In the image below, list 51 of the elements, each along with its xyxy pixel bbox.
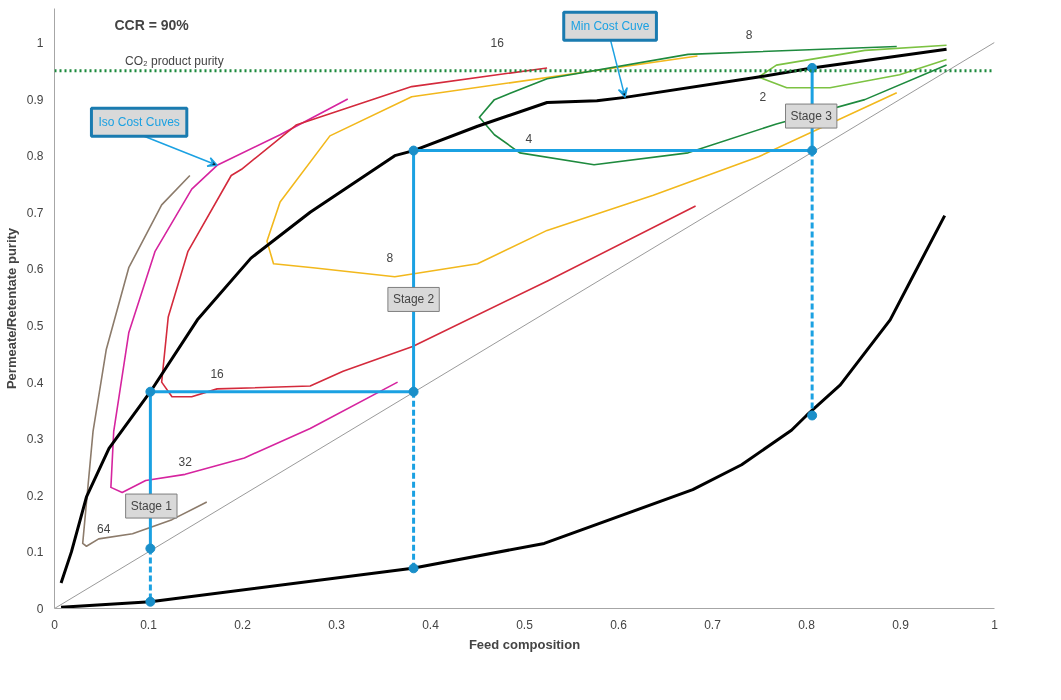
- point: [807, 410, 818, 421]
- line-series: [59, 214, 947, 609]
- y-tick-label: 1: [36, 35, 44, 50]
- x-tick-label: 0.8: [798, 617, 816, 632]
- y-tick-label: 0.1: [26, 545, 44, 560]
- annotation: 32: [178, 454, 193, 469]
- point: [807, 145, 818, 156]
- y-tick-label: 0.8: [26, 149, 44, 164]
- x-tick-label: 0.5: [516, 617, 534, 632]
- x-tick-label: 0.7: [704, 617, 722, 632]
- annotation: 2: [759, 90, 767, 105]
- line-series: [81, 174, 208, 548]
- annotation: 16: [490, 36, 505, 51]
- x-tick-label: 0.9: [892, 617, 910, 632]
- annotation: 4: [525, 132, 533, 147]
- point: [408, 145, 419, 156]
- ref-line-label: CO₂ product purity: [125, 53, 224, 68]
- x-tick-label: 0.6: [610, 617, 628, 632]
- y-tick-label: 0.6: [26, 262, 44, 277]
- text: CCR = 90%: [114, 16, 190, 33]
- point: [145, 386, 156, 397]
- line-series: [757, 44, 948, 89]
- y-tick-label: 0.4: [26, 375, 44, 390]
- x-tick-label: 1: [991, 617, 999, 632]
- y-tick-label: 0.9: [26, 92, 44, 107]
- annotation: Stage 3: [790, 109, 833, 124]
- y-tick-label: 0.7: [26, 205, 44, 220]
- annotation: 8: [745, 27, 753, 42]
- line-series: [266, 55, 898, 278]
- x-tick-label: 0.3: [328, 617, 346, 632]
- point: [145, 543, 156, 554]
- point: [408, 563, 419, 574]
- x-tick-label: 0.1: [140, 617, 158, 632]
- y-tick-label: 0.2: [26, 488, 44, 503]
- annotation: Stage 2: [392, 292, 435, 307]
- annotation: 16: [210, 367, 225, 382]
- y-tick-label: 0.5: [26, 318, 44, 333]
- annotation: 64: [97, 522, 111, 537]
- annotation: Iso Cost Cuves: [98, 115, 180, 130]
- x-tick-label: 0.2: [234, 617, 252, 632]
- annotation: 8: [386, 251, 394, 266]
- point: [145, 596, 156, 607]
- annotation: Stage 1: [130, 499, 173, 514]
- annotation: Min Cost Cuve: [570, 19, 650, 34]
- x-tick-label: 0.4: [422, 617, 440, 632]
- y-tick-label: 0: [36, 602, 44, 616]
- y-tick-label: 0.3: [26, 432, 44, 447]
- point: [408, 386, 419, 397]
- x-axis-title: Feed composition: [468, 636, 581, 652]
- x-tick-label: 0: [51, 617, 59, 632]
- y-axis-title: Permeate/Retentate purity: [3, 227, 19, 390]
